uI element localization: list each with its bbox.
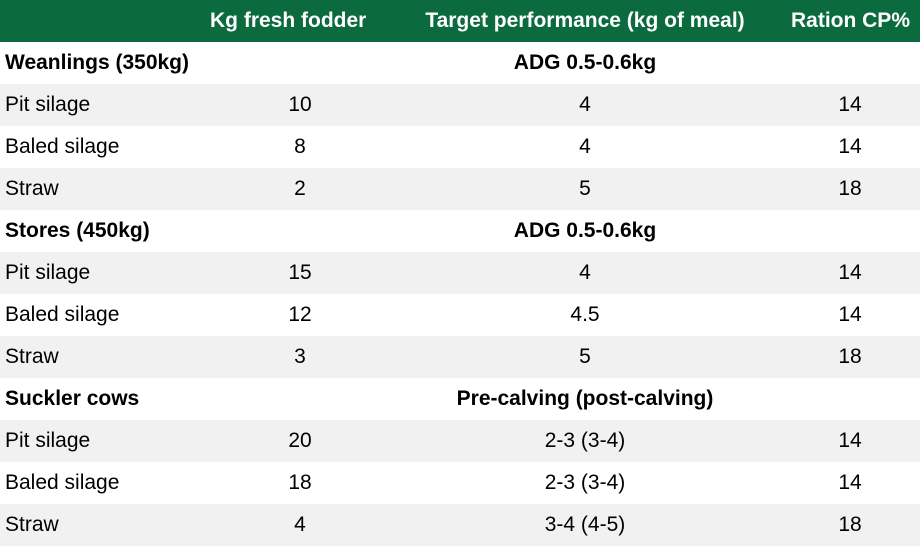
row-label: Baled silage xyxy=(5,135,120,158)
header-ration-cp: Ration CP% xyxy=(790,9,910,32)
group-empty-cell xyxy=(770,210,920,252)
group-empty-cell xyxy=(200,378,400,420)
table-header: Kg fresh fodder Target performance (kg o… xyxy=(0,0,920,42)
row-target: 4 xyxy=(579,135,591,158)
group-row-weanlings: Weanlings (350kg) ADG 0.5-0.6kg xyxy=(0,42,920,84)
row-cp: 14 xyxy=(838,429,862,452)
row-label: Straw xyxy=(5,177,59,200)
row-label: Pit silage xyxy=(5,261,91,284)
row-cp: 14 xyxy=(838,471,862,494)
row-target: 5 xyxy=(579,177,591,200)
row-fodder: 12 xyxy=(288,303,312,326)
row-label: Baled silage xyxy=(5,303,120,326)
row-target: 2-3 (3-4) xyxy=(544,429,626,452)
table-row: Baled silage 8 4 14 xyxy=(0,126,920,168)
row-cp: 14 xyxy=(838,303,862,326)
group-target: ADG 0.5-0.6kg xyxy=(513,51,657,74)
header-category xyxy=(0,0,200,42)
header-target-performance: Target performance (kg of meal) xyxy=(425,9,745,32)
row-fodder: 2 xyxy=(294,177,306,200)
row-label: Pit silage xyxy=(5,429,91,452)
table-row: Pit silage 10 4 14 xyxy=(0,84,920,126)
group-label: Weanlings (350kg) xyxy=(5,51,189,74)
table-body: Weanlings (350kg) ADG 0.5-0.6kg Pit sila… xyxy=(0,42,920,546)
group-empty-cell xyxy=(770,378,920,420)
table-row: Baled silage 18 2-3 (3-4) 14 xyxy=(0,462,920,504)
row-label: Straw xyxy=(5,513,59,536)
table-row: Straw 2 5 18 xyxy=(0,168,920,210)
header-fodder: Kg fresh fodder xyxy=(210,9,367,32)
row-fodder: 4 xyxy=(294,513,306,536)
table-row: Baled silage 12 4.5 14 xyxy=(0,294,920,336)
row-label: Pit silage xyxy=(5,93,91,116)
row-fodder: 20 xyxy=(288,429,312,452)
row-target: 4 xyxy=(579,261,591,284)
group-target: ADG 0.5-0.6kg xyxy=(513,219,657,242)
group-empty-cell xyxy=(770,42,920,84)
row-cp: 18 xyxy=(838,177,862,200)
row-cp: 14 xyxy=(838,93,862,116)
row-cp: 14 xyxy=(838,261,862,284)
group-empty-cell xyxy=(200,42,400,84)
row-label: Baled silage xyxy=(5,471,120,494)
table-row: Pit silage 15 4 14 xyxy=(0,252,920,294)
row-cp: 18 xyxy=(838,345,862,368)
row-fodder: 8 xyxy=(294,135,306,158)
row-target: 4.5 xyxy=(570,303,600,326)
header-row: Kg fresh fodder Target performance (kg o… xyxy=(0,0,920,42)
row-target: 2-3 (3-4) xyxy=(544,471,626,494)
row-label: Straw xyxy=(5,345,59,368)
row-cp: 18 xyxy=(838,513,862,536)
row-fodder: 15 xyxy=(288,261,312,284)
row-target: 4 xyxy=(579,93,591,116)
table-row: Pit silage 20 2-3 (3-4) 14 xyxy=(0,420,920,462)
row-cp: 14 xyxy=(838,135,862,158)
group-label: Stores (450kg) xyxy=(5,219,150,242)
row-target: 3-4 (4-5) xyxy=(544,513,626,536)
row-fodder: 18 xyxy=(288,471,312,494)
group-row-suckler-cows: Suckler cows Pre-calving (post-calving) xyxy=(0,378,920,420)
group-label: Suckler cows xyxy=(5,387,140,410)
row-fodder: 10 xyxy=(288,93,312,116)
row-target: 5 xyxy=(579,345,591,368)
row-fodder: 3 xyxy=(294,345,306,368)
table-row: Straw 4 3-4 (4-5) 18 xyxy=(0,504,920,546)
table-row: Straw 3 5 18 xyxy=(0,336,920,378)
group-empty-cell xyxy=(200,210,400,252)
group-target: Pre-calving (post-calving) xyxy=(456,387,714,410)
group-row-stores: Stores (450kg) ADG 0.5-0.6kg xyxy=(0,210,920,252)
